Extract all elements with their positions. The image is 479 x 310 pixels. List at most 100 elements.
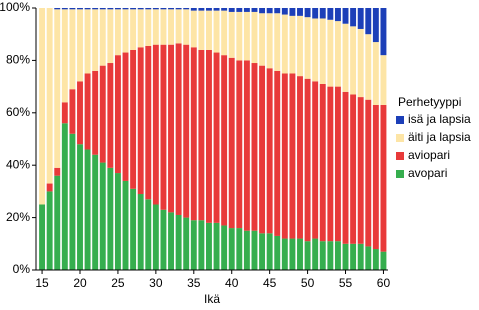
bar-segment [319, 241, 326, 270]
bar-segment [342, 91, 349, 244]
legend-swatch [396, 170, 404, 178]
bar-segment [372, 249, 379, 270]
bar-segment [357, 243, 364, 270]
bar-segment [137, 9, 144, 48]
bar-segment [342, 243, 349, 270]
bar-segment [84, 73, 91, 150]
bar-segment [243, 230, 250, 270]
bar-segment [350, 26, 357, 95]
bar-segment [152, 8, 159, 10]
bar-segment [183, 217, 190, 270]
bar-segment [61, 102, 68, 124]
bar-segment [372, 42, 379, 105]
bar-segment [99, 65, 106, 163]
bar-segment [350, 243, 357, 270]
bar-segment [69, 133, 76, 270]
bar-segment [243, 8, 250, 12]
bar-segment [145, 199, 152, 270]
legend-label: isä ja lapsia [408, 112, 471, 126]
bar-segment [334, 241, 341, 270]
bar-segment [137, 8, 144, 10]
bar-segment [274, 235, 281, 270]
bar-segment [114, 8, 121, 10]
bar-segment [365, 99, 372, 247]
bar-segment [357, 28, 364, 98]
x-tick-label: 15 [35, 276, 49, 290]
bar-segment [251, 8, 258, 12]
bar-segment [372, 8, 379, 43]
bar-segment [69, 8, 76, 10]
bar-segment [130, 8, 137, 10]
bar-segment [39, 8, 46, 205]
bar-segment [77, 8, 83, 10]
bar-segment [281, 8, 288, 15]
bar-segment [274, 70, 281, 236]
bar-segment [175, 8, 182, 10]
bar-segment [152, 9, 159, 45]
bar-segment [342, 23, 349, 92]
bar-segment [168, 8, 174, 10]
bar-segment [304, 241, 311, 270]
bar-segment [380, 55, 387, 105]
bar-segment [228, 228, 235, 270]
bar-segment [357, 97, 364, 244]
x-tick-label: 50 [301, 276, 315, 290]
bar-segment [107, 167, 114, 270]
bar-segment [334, 86, 341, 242]
bar-segment [168, 9, 174, 45]
bar-segment [145, 8, 152, 10]
bar-segment [54, 167, 61, 176]
bar-segment [327, 19, 334, 87]
bar-segment [327, 86, 334, 242]
bar-segment [122, 180, 129, 270]
bar-segment [380, 104, 387, 252]
bar-segment [206, 49, 212, 223]
legend-label: äiti ja lapsia [408, 130, 471, 144]
bar-segment [92, 8, 99, 10]
bar-segment [312, 18, 319, 82]
x-tick-label: 60 [377, 276, 391, 290]
bar-segment [168, 212, 174, 270]
bar-segment [365, 8, 372, 35]
bar-segment [327, 241, 334, 270]
bar-segment [289, 238, 296, 270]
bar-segment [160, 8, 167, 10]
bar-segment [228, 57, 235, 229]
y-tick-label: 60% [6, 105, 30, 119]
bar-segment [183, 44, 190, 218]
bar-segment [160, 44, 167, 210]
x-tick-label: 25 [111, 276, 125, 290]
bar-segment [213, 8, 220, 11]
bar-segment [92, 154, 99, 270]
legend-swatch [396, 116, 404, 124]
bar-segment [114, 55, 121, 174]
x-tick-label: 45 [263, 276, 277, 290]
bar-segment [206, 8, 212, 11]
bar-segment [130, 188, 137, 270]
bar-segment [107, 9, 114, 64]
bar-segment [152, 44, 159, 205]
bar-segment [77, 144, 83, 270]
bar-segment [312, 8, 319, 19]
bar-segment [243, 60, 250, 231]
bar-segment [190, 8, 197, 11]
x-tick-label: 30 [149, 276, 163, 290]
bar-segment [297, 15, 303, 77]
bar-segment [281, 14, 288, 74]
bar-segment [92, 9, 99, 71]
bar-segment [160, 209, 167, 270]
bar-segment [114, 9, 121, 56]
y-tick-label: 0% [13, 262, 31, 276]
x-tick-label: 55 [339, 276, 353, 290]
bar-segment [122, 8, 129, 10]
bar-segment [266, 68, 273, 234]
bar-segment [350, 8, 357, 27]
bar-segment [334, 8, 341, 22]
bar-segment [175, 9, 182, 44]
bar-segment [266, 13, 273, 69]
bar-segment [259, 13, 266, 66]
bar-segment [319, 8, 326, 19]
y-tick-label: 80% [6, 53, 30, 67]
bar-segment [213, 52, 220, 223]
bar-segment [319, 83, 326, 242]
